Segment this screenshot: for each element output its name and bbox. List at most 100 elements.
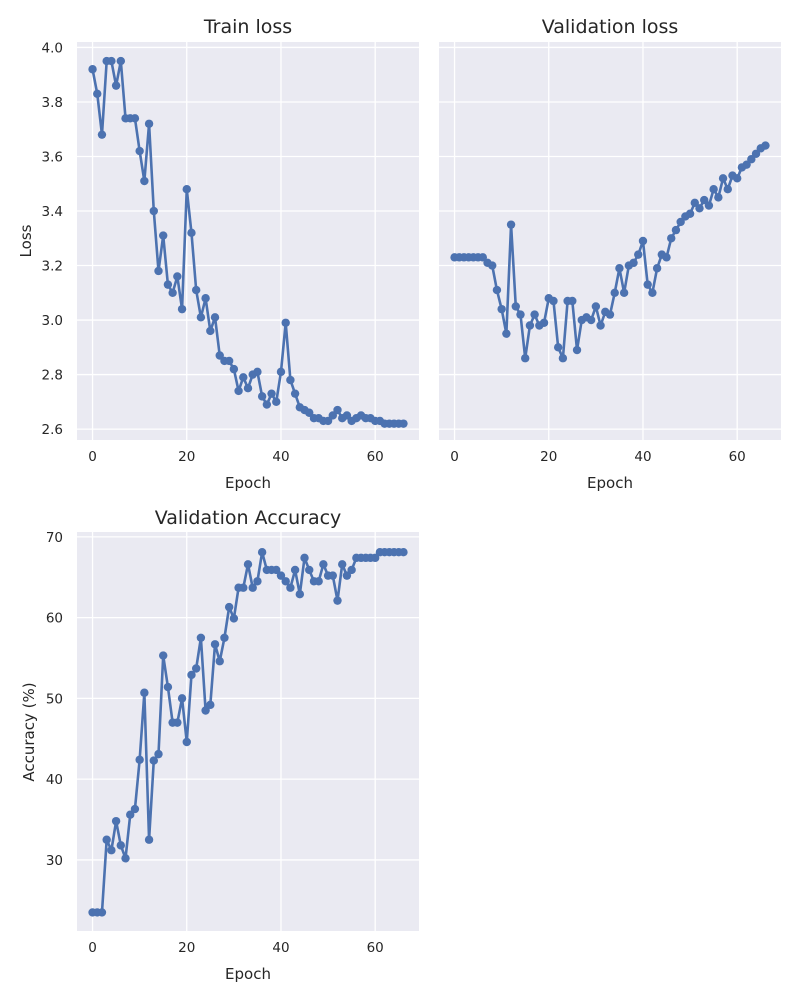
data-point	[272, 565, 281, 575]
data-point	[215, 351, 224, 360]
data-point	[667, 234, 676, 243]
plot-area-validation-loss	[439, 42, 781, 440]
data-point	[342, 571, 352, 580]
y-tick-label: 30	[46, 853, 63, 869]
data-point	[224, 602, 234, 612]
data-point	[305, 565, 314, 575]
data-point	[662, 253, 671, 262]
data-point	[182, 185, 191, 194]
data-point	[111, 816, 121, 826]
data-point	[253, 367, 262, 377]
data-point	[191, 285, 201, 295]
data-point	[253, 577, 262, 586]
plot-area-train-loss	[77, 42, 419, 440]
data-point	[568, 296, 577, 306]
data-point	[276, 571, 286, 580]
data-point	[718, 174, 728, 183]
data-point	[676, 217, 685, 227]
chart-title-validation-accuracy: Validation Accuracy	[155, 507, 342, 529]
data-point	[229, 364, 239, 374]
data-point	[634, 250, 643, 259]
data-point	[638, 236, 648, 246]
data-point	[196, 313, 206, 322]
data-point	[187, 670, 196, 680]
data-point	[191, 664, 201, 673]
x-tick-label: 20	[178, 940, 195, 956]
data-point	[149, 206, 158, 216]
data-point	[761, 141, 770, 150]
chart-validation-loss: Validation loss Epoch 0 20 40 60	[439, 16, 781, 492]
data-point	[747, 155, 756, 164]
data-point	[553, 343, 563, 352]
x-axis-label-train-loss: Epoch	[225, 474, 271, 492]
data-point	[177, 694, 187, 703]
x-tick-label: 60	[367, 940, 384, 956]
y-tick-label: 3.6	[42, 149, 63, 165]
data-point	[652, 264, 662, 273]
y-tick-label: 3.4	[42, 204, 63, 220]
data-point	[97, 130, 107, 139]
data-point	[333, 405, 342, 415]
data-point	[107, 846, 116, 855]
data-point	[140, 176, 149, 186]
x-tick-label: 0	[450, 449, 459, 465]
data-point	[286, 583, 295, 592]
data-point	[525, 321, 535, 330]
data-point	[130, 114, 140, 123]
grid-train-loss	[77, 42, 419, 440]
y-tick-label: 40	[46, 772, 63, 788]
data-point	[281, 577, 290, 586]
data-point	[130, 804, 140, 814]
data-point	[742, 160, 751, 169]
data-point	[116, 841, 126, 850]
data-point	[224, 356, 234, 366]
x-tick-label: 20	[540, 449, 557, 465]
y-tick-label: 70	[46, 530, 63, 546]
data-point	[257, 547, 267, 557]
chart-train-loss: Train loss Epoch Loss 0 20 40 60 2.6 2.8 3.0 3.…	[17, 16, 419, 492]
x-tick-label: 40	[634, 449, 651, 465]
data-point	[290, 389, 300, 398]
data-point	[399, 547, 408, 557]
data-point	[591, 302, 601, 311]
data-point	[305, 408, 314, 417]
data-point	[511, 302, 520, 311]
data-point	[163, 280, 173, 289]
data-point	[135, 146, 144, 156]
y-tick-label: 3.8	[42, 95, 63, 111]
data-point	[648, 288, 657, 297]
data-point	[111, 81, 121, 90]
data-point	[206, 700, 215, 710]
plot-area-validation-accuracy	[77, 532, 419, 931]
data-point	[102, 835, 111, 844]
data-point	[243, 384, 253, 393]
data-point	[502, 329, 511, 338]
data-point	[144, 119, 154, 128]
data-point	[187, 228, 196, 238]
data-point	[135, 755, 144, 764]
data-point	[88, 65, 97, 74]
y-axis-label-validation-accuracy: Accuracy (%)	[20, 682, 38, 781]
data-point	[643, 280, 652, 289]
data-point	[126, 810, 135, 819]
data-point	[709, 185, 718, 194]
data-point	[97, 908, 107, 917]
data-point	[300, 553, 309, 563]
data-point	[539, 318, 549, 327]
data-point	[173, 718, 182, 727]
data-point	[295, 589, 305, 599]
grid-validation-accuracy	[77, 532, 419, 931]
data-point	[319, 560, 328, 569]
y-tick-label: 50	[46, 691, 63, 707]
x-axis-label-validation-accuracy: Epoch	[225, 965, 271, 983]
data-point	[619, 288, 629, 297]
data-point	[530, 310, 539, 319]
data-point	[488, 261, 497, 270]
data-point	[572, 345, 582, 355]
data-point	[163, 682, 173, 692]
data-point	[723, 185, 732, 194]
data-point	[248, 583, 257, 592]
data-point	[267, 389, 276, 398]
data-point	[239, 373, 248, 382]
